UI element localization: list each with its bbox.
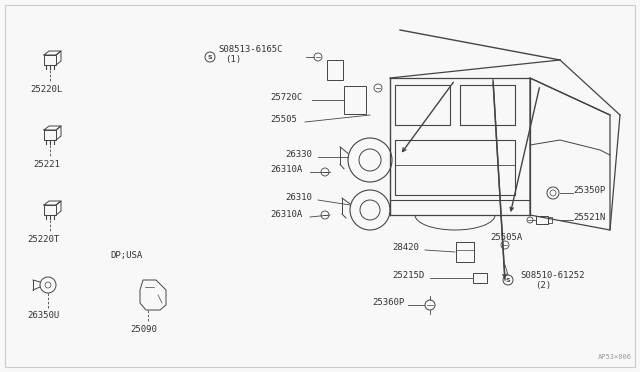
Text: 25521N: 25521N (573, 213, 605, 222)
Bar (327, 60, 343, 80)
Text: (1): (1) (225, 55, 241, 64)
Text: S08510-61252: S08510-61252 (520, 271, 584, 280)
Text: 25360P: 25360P (372, 298, 404, 307)
Text: AP53×006: AP53×006 (598, 354, 632, 360)
Bar (473, 273, 487, 283)
Text: S08513-6165C: S08513-6165C (218, 45, 282, 54)
Bar (395, 140, 515, 195)
Bar (548, 217, 552, 223)
Text: 26310: 26310 (285, 193, 312, 202)
Text: S: S (506, 278, 510, 282)
Text: 26310A: 26310A (270, 165, 302, 174)
Text: 26350U: 26350U (27, 311, 60, 320)
Bar (456, 242, 474, 262)
Text: 25720C: 25720C (270, 93, 302, 102)
Text: DP;USA: DP;USA (110, 251, 142, 260)
Text: 25220T: 25220T (27, 235, 60, 244)
Bar (460, 85, 515, 125)
Text: 25505: 25505 (270, 115, 297, 124)
Text: 25090: 25090 (130, 325, 157, 334)
Bar (395, 85, 450, 125)
Text: (2): (2) (535, 281, 551, 290)
Bar (536, 216, 548, 224)
Text: 25221: 25221 (33, 160, 60, 169)
Text: 26330: 26330 (285, 150, 312, 159)
Text: 26310A: 26310A (270, 210, 302, 219)
Bar (344, 86, 366, 114)
Text: 25505A: 25505A (490, 233, 522, 242)
Text: S: S (208, 55, 212, 60)
Text: 25350P: 25350P (573, 186, 605, 195)
Text: 25220L: 25220L (30, 85, 62, 94)
Text: 28420: 28420 (392, 243, 419, 252)
Text: 25215D: 25215D (392, 271, 424, 280)
